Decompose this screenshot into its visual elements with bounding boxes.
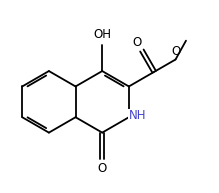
Text: NH: NH <box>129 109 146 122</box>
Text: O: O <box>171 45 180 58</box>
Text: OH: OH <box>93 28 111 41</box>
Text: O: O <box>98 162 107 174</box>
Text: O: O <box>133 36 142 49</box>
